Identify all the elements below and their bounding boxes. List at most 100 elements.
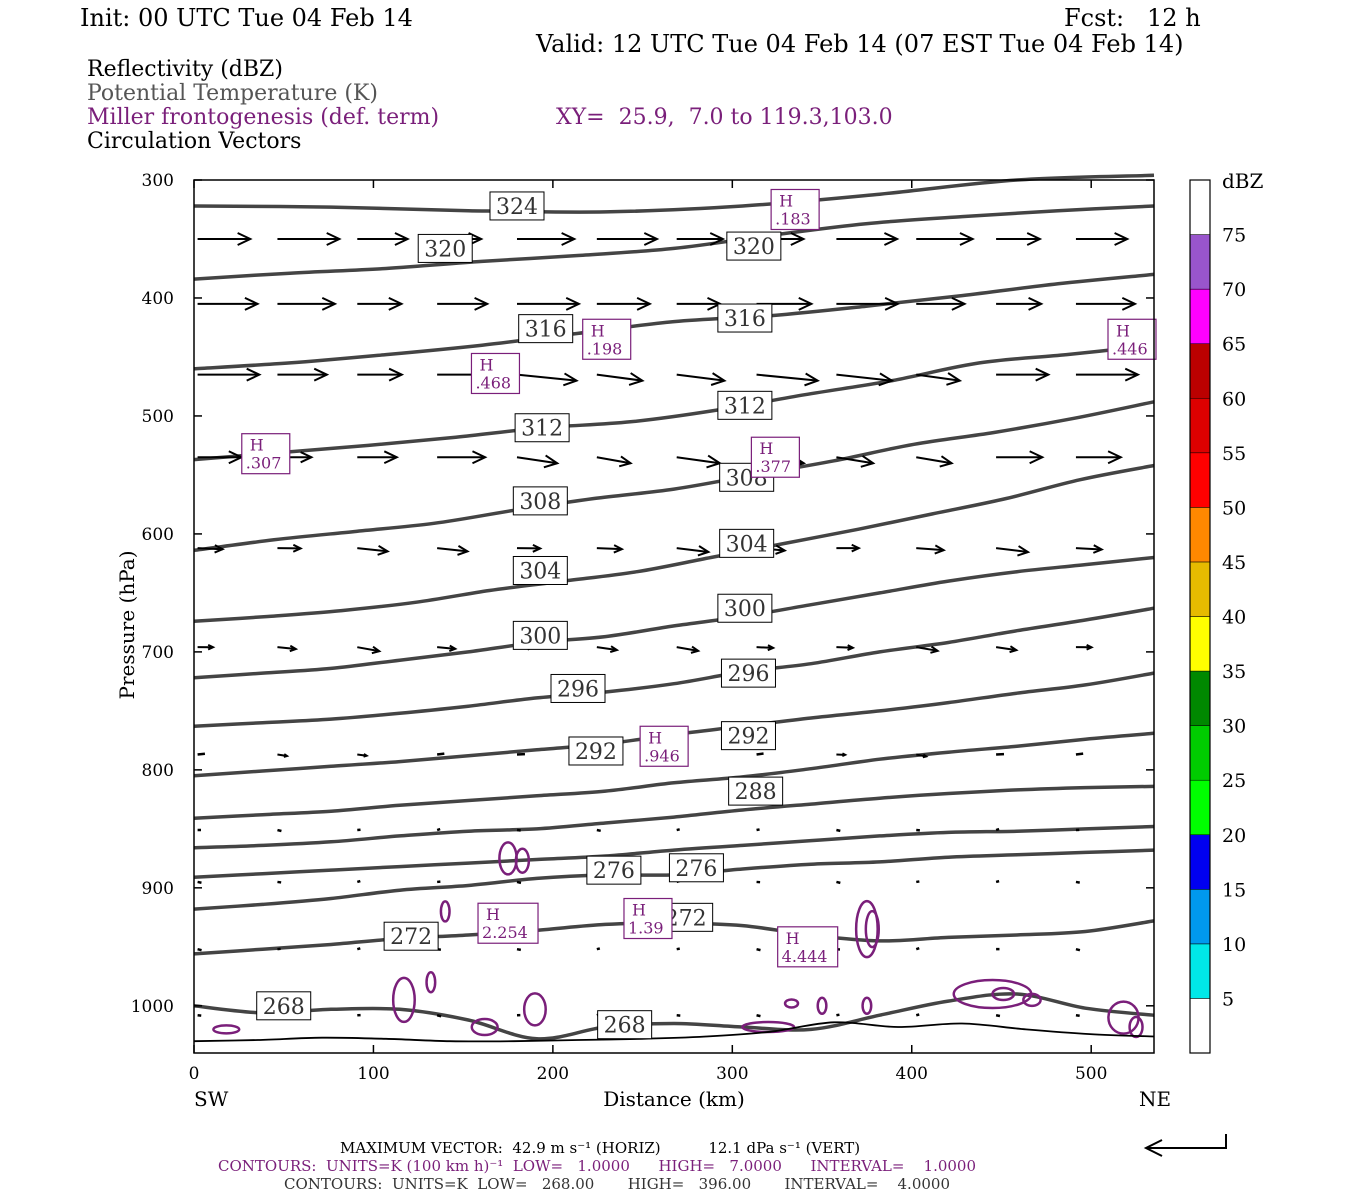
isentrope-label-text: 268	[604, 1014, 646, 1039]
isentrope-label-text: 312	[521, 417, 563, 442]
isentrope-label-text: 308	[519, 490, 561, 515]
vector	[596, 372, 645, 386]
vector-shaft	[916, 646, 938, 652]
isentrope-288	[193, 731, 1155, 820]
vector-head	[532, 543, 543, 553]
isentrope-312	[193, 343, 1155, 462]
frontogenesis-value: .307	[246, 454, 282, 473]
vector-shaft	[1075, 752, 1084, 756]
frontogenesis-h: H	[632, 901, 646, 920]
vector	[915, 1013, 920, 1017]
vector-head	[1121, 296, 1138, 311]
vector	[516, 372, 579, 387]
isentrope-label: 288	[728, 776, 784, 806]
vector	[676, 828, 680, 832]
isentrope-320	[193, 204, 1155, 281]
ne-label: NE	[1139, 1087, 1171, 1111]
vector-head	[709, 232, 726, 246]
frontogenesis-maximum: H.307	[241, 433, 291, 475]
vector-shaft	[277, 880, 282, 884]
vector	[995, 827, 1000, 832]
vector-head	[474, 296, 490, 311]
colorbar-unit: dBZ	[1222, 169, 1264, 193]
vector	[357, 296, 404, 311]
colorbar-label: 40	[1222, 607, 1246, 629]
vector	[516, 454, 560, 469]
vector	[197, 450, 244, 465]
frontogenesis-box	[1107, 318, 1157, 360]
vector-head	[1124, 367, 1141, 382]
vector	[437, 544, 470, 556]
isentrope-label: 296	[720, 658, 776, 688]
vector	[996, 367, 1051, 382]
vector-shaft	[916, 547, 944, 552]
vector	[756, 644, 776, 652]
frontogenesis-contour	[864, 909, 880, 949]
vector	[916, 372, 963, 386]
vector	[1075, 752, 1084, 756]
frontogenesis-maximum: H.468	[470, 352, 521, 395]
frontogenesis-box	[623, 897, 673, 940]
vector	[676, 645, 701, 654]
isentrope-label-box	[512, 555, 568, 585]
vector-shaft	[277, 828, 282, 833]
vector-head	[775, 544, 788, 555]
vector-head	[804, 372, 820, 387]
vector-shaft	[1075, 547, 1102, 551]
isentrope-label: 324	[489, 191, 545, 221]
vector-head	[643, 232, 660, 246]
vector	[277, 644, 299, 653]
vector	[996, 296, 1044, 311]
isentrope-label-text: 320	[733, 235, 775, 260]
vector-shaft	[596, 373, 643, 382]
frontogenesis-value: 4.444	[782, 947, 828, 966]
isentrope-label-text: 272	[390, 925, 432, 950]
vector-head	[1107, 450, 1124, 465]
vector-head	[371, 645, 382, 655]
vector-head	[628, 372, 645, 386]
frontogenesis-maximum: H.946	[639, 725, 689, 767]
vector-shaft	[1075, 947, 1081, 952]
vector	[436, 827, 441, 832]
vector-shaft	[437, 646, 456, 650]
colorbar-label: 55	[1222, 443, 1246, 465]
vector-shaft	[676, 828, 680, 832]
frontogenesis-title: Miller frontogenesis (def. term)	[87, 105, 440, 130]
isentrope-label: 320	[726, 231, 782, 261]
frontogenesis-box	[477, 902, 539, 944]
colorbar-segment	[1189, 452, 1211, 508]
vector-head	[609, 645, 620, 654]
vector-head	[313, 367, 330, 382]
frontogenesis-box	[770, 188, 820, 231]
vector	[995, 545, 1031, 557]
isentrope-label-box	[417, 233, 473, 263]
vector-shaft	[436, 1014, 442, 1018]
vector	[756, 828, 760, 832]
vector	[596, 544, 625, 554]
colorbar-label: 25	[1222, 770, 1246, 792]
isentrope-label-box	[550, 673, 606, 703]
vector	[516, 296, 582, 311]
vector	[516, 828, 521, 832]
isentrope-label-box	[489, 191, 545, 221]
colorbar-segment	[1189, 288, 1211, 344]
frontogenesis-value: .468	[475, 373, 511, 392]
vector	[197, 232, 253, 246]
frontogenesis-box	[777, 926, 839, 968]
vector	[836, 543, 862, 553]
colorbar-label: 70	[1222, 279, 1246, 301]
vector-shaft	[356, 879, 361, 884]
vector-head	[951, 296, 967, 311]
vector-head	[860, 455, 876, 468]
vector	[836, 232, 900, 246]
vector-shaft	[995, 547, 1029, 554]
vector	[437, 296, 490, 311]
vector	[1075, 450, 1124, 465]
vector	[995, 645, 1019, 654]
vector-head	[326, 232, 342, 246]
vector	[357, 544, 390, 556]
frontogenesis-maximum: H2.254	[477, 902, 539, 944]
vector-head	[448, 644, 458, 652]
vector-head	[1035, 367, 1051, 382]
vector-head	[377, 544, 390, 556]
